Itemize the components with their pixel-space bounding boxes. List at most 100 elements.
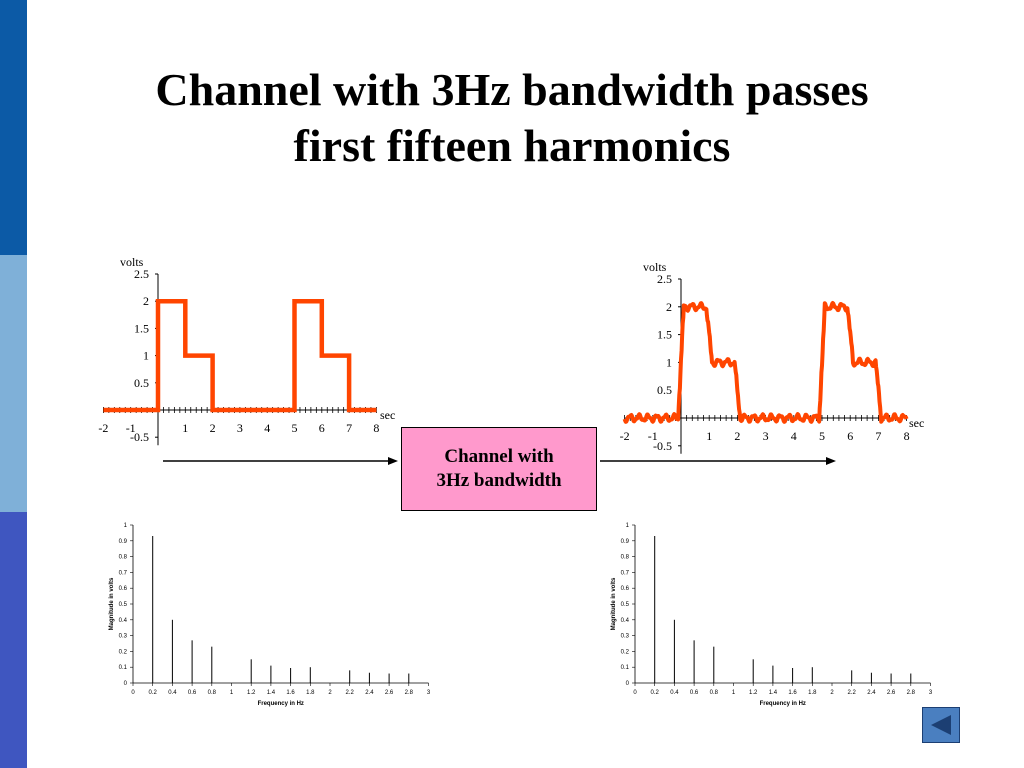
time-chart-output-y-tick-label: 1.5 [657,328,672,342]
spectrum-chart-output-x-tick-label: 0 [633,690,637,696]
time-chart-output-x-tick-label: 7 [875,429,881,443]
spectrum-chart-input-x-tick-label: 1.8 [306,690,315,696]
time-chart-input-x-tick-label: 6 [319,421,325,435]
spectrum-chart-input-x-tick-label: 2.8 [405,690,414,696]
time-chart-output-xlabel: sec [909,416,924,430]
time-chart-input-y-tick-label: -0.5 [130,430,149,444]
time-chart-output-y-tick-label: -0.5 [653,439,672,453]
spectrum-chart-output-x-tick-label: 1.4 [769,690,778,696]
spectrum-chart-output-y-tick-label: 0.5 [621,602,630,608]
spectrum-chart-input-y-tick-label: 0.5 [119,602,128,608]
spectrum-chart-input-x-tick-label: 2.4 [365,690,374,696]
spectrum-chart-input-xlabel: Frequency in Hz [258,701,304,707]
spectrum-chart-input-y-tick-label: 0.8 [119,555,128,561]
slide-title: Channel with 3Hz bandwidth passes first … [60,62,964,174]
channel-box-line2: 3Hz bandwidth [436,470,562,491]
time-chart-output-x-tick-label: 4 [791,429,797,443]
slide-title-line2: first fifteen harmonics [293,120,731,171]
spectrum-chart-input-y-tick-label: 0 [124,681,128,687]
time-chart-output-signal-line [622,301,909,424]
spectrum-chart-output-ylabel: Magnitude in volts [611,577,617,630]
time-chart-input-x-tick-label: 5 [292,421,298,435]
spectrum-chart-input-y-tick-label: 0.3 [119,634,128,640]
time-chart-output-y-tick-label: 2.5 [657,272,672,286]
triangle-left-icon [931,715,951,735]
spectrum-chart-output-x-tick-label: 0.8 [710,690,719,696]
time-chart-output-y-tick-label: 0.5 [657,383,672,397]
time-chart-output-x-tick-label: -2 [620,429,630,443]
time-chart-input-y-tick-label: 0.5 [134,376,149,390]
spectrum-chart-input-x-tick-label: 2.2 [346,690,355,696]
spectrum-chart-input-ylabel: Magnitude in volts [109,577,115,630]
time-chart-input-x-tick-label: -2 [98,421,108,435]
spectrum-chart-input-x-tick-label: 2.6 [385,690,394,696]
time-chart-input-x-tick-label: 3 [237,421,243,435]
time-chart-output-x-tick-label: 2 [734,429,740,443]
time-chart-output-x-tick-label: -1 [648,429,658,443]
spectrum-chart-output-y-tick-label: 0.4 [621,618,630,624]
time-chart-output-y-tick-label: 2 [666,300,672,314]
spectrum-chart-output-y-tick-label: 0.3 [621,634,630,640]
spectrum-chart-input-x-tick-label: 1.4 [267,690,276,696]
time-chart-input-y-tick-label: 1 [143,349,149,363]
sidebar-segment-top [0,0,27,255]
spectrum-chart-output-x-tick-label: 2 [830,690,834,696]
time-chart-input-x-tick-label: 1 [182,421,188,435]
spectrum-chart-input-x-tick-label: 0.4 [168,690,177,696]
time-chart-input-x-tick-label: -1 [126,421,136,435]
time-chart-output-x-tick-label: 6 [847,429,853,443]
spectrum-chart-output-x-tick-label: 0.6 [690,690,699,696]
sidebar-segment-middle [0,255,27,512]
time-chart-output-x-tick-label: 3 [763,429,769,443]
spectrum-chart-output-y-tick-label: 1 [626,523,630,529]
spectrum-chart-input-x-tick-label: 2 [328,690,332,696]
spectrum-chart-output-x-tick-label: 1 [732,690,736,696]
spectrum-chart-output-x-tick-label: 2.4 [867,690,876,696]
sidebar [0,0,27,768]
spectrum-chart-output-y-tick-label: 0.9 [621,539,630,545]
spectrum-chart-output-y-tick-label: 0.6 [621,586,630,592]
time-chart-input-x-tick-label: 2 [210,421,216,435]
spectrum-chart-input-x-tick-label: 0 [131,690,135,696]
spectrum-chart-input-x-tick-label: 0.8 [208,690,217,696]
spectrum-chart-input-y-tick-label: 0.4 [119,618,128,624]
time-chart-input-ylabel: volts [120,255,144,269]
spectrum-chart-output-y-tick-label: 0.1 [621,665,630,671]
spectrum-chart-output-x-tick-label: 0.2 [651,690,660,696]
spectrum-chart-output-x-tick-label: 2.2 [848,690,857,696]
time-chart-input-xlabel: sec [380,408,395,422]
spectrum-chart-input-x-tick-label: 0.6 [188,690,197,696]
spectrum-chart-input-x-tick-label: 0.2 [149,690,158,696]
spectrum-chart-input-x-tick-label: 1 [230,690,234,696]
spectrum-chart-output-x-tick-label: 1.2 [749,690,758,696]
time-chart-input-y-tick-label: 2.5 [134,267,149,281]
spectrum-chart-input-x-tick-label: 1.6 [286,690,295,696]
spectrum-chart-output-x-tick-label: 2.8 [907,690,916,696]
time-chart-output-y-tick-label: 1 [666,355,672,369]
channel-box: Channel with 3Hz bandwidth [401,427,597,511]
time-chart-input-signal-line [103,298,377,413]
slide-title-line1: Channel with 3Hz bandwidth passes [155,64,869,115]
time-chart-output-x-tick-label: 1 [706,429,712,443]
spectrum-chart-input-y-tick-label: 0.7 [119,570,128,576]
spectrum-chart-input-x-tick-label: 3 [427,690,431,696]
time-chart-output-ylabel: volts [643,260,667,274]
spectrum-chart-input-x-tick-label: 1.2 [247,690,256,696]
channel-box-line1: Channel with [444,446,554,467]
time-chart-output-x-tick-label: 5 [819,429,825,443]
time-chart-input-x-tick-label: 4 [264,421,270,435]
spectrum-chart-input-y-tick-label: 1 [124,523,128,529]
spectrum-chart-output-y-tick-label: 0.2 [621,649,630,655]
spectrum-chart-output-y-tick-label: 0 [626,681,630,687]
time-chart-input-x-tick-label: 7 [346,421,352,435]
time-chart-output-x-tick-label: 8 [904,429,910,443]
spectrum-chart-input-y-tick-label: 0.6 [119,586,128,592]
time-chart-input-y-tick-label: 1.5 [134,321,149,335]
spectrum-chart-input-y-tick-label: 0.2 [119,649,128,655]
spectrum-chart-output-x-tick-label: 1.8 [808,690,817,696]
spectrum-chart-output-x-tick-label: 1.6 [788,690,797,696]
time-chart-input-y-tick-label: 2 [143,294,149,308]
time-chart-input-x-tick-label: 8 [373,421,379,435]
nav-back-button[interactable] [922,707,960,743]
